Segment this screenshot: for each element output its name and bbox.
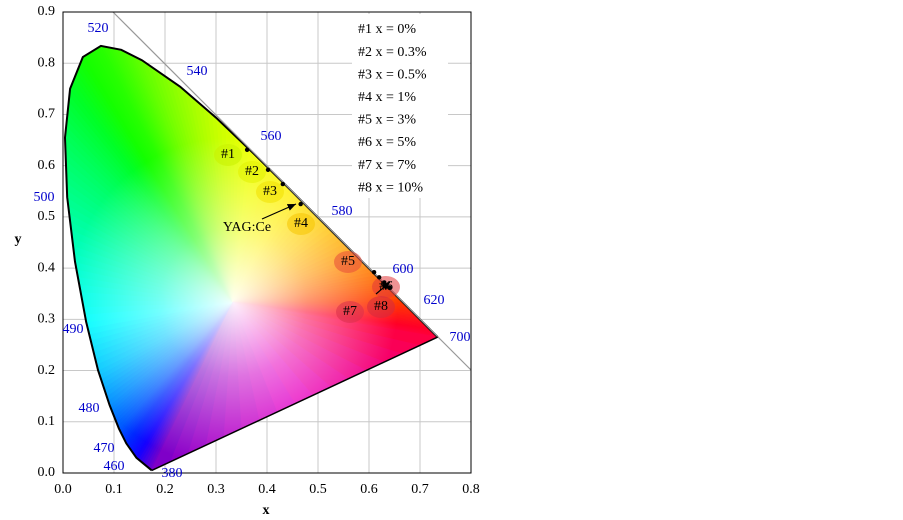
point-label: #4 — [294, 216, 308, 231]
label-blob — [367, 296, 395, 318]
diagonal-line — [112, 11, 472, 371]
y-tick-label: 0.9 — [38, 4, 56, 19]
wavelength-label: 620 — [424, 293, 445, 308]
label-blob — [287, 213, 315, 235]
legend-entry: #5 x = 3% — [358, 113, 416, 128]
data-point — [377, 275, 382, 280]
data-point — [387, 285, 392, 290]
wavelength-label: 580 — [332, 204, 353, 219]
label-blob — [336, 301, 364, 323]
data-point — [371, 270, 377, 275]
plot-frame — [62, 11, 472, 474]
legend-entry: #1 x = 0% — [358, 22, 416, 37]
y-tick-label: 0.2 — [38, 363, 56, 378]
legend-entry: #2 x = 0.3% — [358, 45, 427, 60]
y-axis-title: y — [15, 232, 22, 247]
x-tick-label: 0.2 — [156, 482, 174, 497]
x-tick-label: 0.4 — [258, 482, 276, 497]
x-tick-label: 0.8 — [462, 482, 480, 497]
label-blob — [238, 161, 266, 183]
data-point — [280, 181, 286, 187]
wavelength-label: 700 — [450, 330, 471, 345]
wavelength-label: 460 — [104, 459, 125, 474]
data-point — [298, 201, 303, 207]
x-tick-label: 0.1 — [105, 482, 123, 497]
point-label: #3 — [263, 184, 277, 199]
y-tick-label: 0.6 — [38, 158, 56, 173]
y-tick-label: 0.3 — [38, 312, 56, 327]
data-point — [265, 167, 271, 172]
legend-box — [352, 14, 448, 198]
wavelength-label: 480 — [79, 401, 100, 416]
point-label: #7 — [343, 304, 357, 319]
x-tick-label: 0.5 — [309, 482, 327, 497]
wavelength-label: 500 — [34, 190, 55, 205]
x-tick-label: 0.3 — [207, 482, 225, 497]
wavelength-label: 380 — [162, 466, 183, 481]
y-tick-label: 0.7 — [38, 107, 56, 122]
wavelength-label: 560 — [261, 129, 282, 144]
wavelength-label: 600 — [393, 262, 414, 277]
wavelength-label: 470 — [94, 441, 115, 456]
x-tick-label: 0.7 — [411, 482, 429, 497]
legend-entry: #3 x = 0.5% — [358, 67, 427, 82]
x-axis-title: x — [263, 503, 270, 518]
y-tick-label: 0.1 — [38, 414, 56, 429]
purple-line — [151, 336, 439, 472]
legend-entry: #8 x = 10% — [358, 180, 423, 195]
wavelength-label: 490 — [63, 322, 84, 337]
point-label: #8 — [374, 299, 388, 314]
y-tick-label: 0.4 — [38, 260, 56, 275]
label-blob — [256, 181, 284, 203]
point-label: #5 — [341, 254, 355, 269]
annotation-arrow — [261, 203, 297, 220]
label-blob — [334, 251, 362, 273]
legend-entry: #7 x = 7% — [358, 158, 416, 173]
data-point — [244, 147, 250, 152]
x-tick-label: 0.0 — [54, 482, 72, 497]
point-label: #2 — [245, 164, 259, 179]
legend-entry: #4 x = 1% — [358, 90, 416, 105]
overlay: 0.0 0.1 0.2 0.3 0.4 0.5 0.6 0.7 0.8 0.0 0.1 0.2 0.3 0… — [34, 4, 480, 497]
label-blob — [214, 144, 242, 166]
x-tick-label: 0.6 — [360, 482, 378, 497]
annotation-arrow — [375, 281, 391, 295]
annotation: YAG:Ce — [223, 220, 271, 235]
wavelength-label: 520 — [88, 21, 109, 36]
legend-entry: #6 x = 5% — [358, 135, 416, 150]
point-label: #1 — [221, 147, 235, 162]
y-tick-label: 0.8 — [38, 55, 56, 70]
data-point — [382, 280, 387, 285]
y-tick-label: 0.0 — [38, 465, 56, 480]
wavelength-label: 540 — [187, 64, 208, 79]
y-tick-label: 0.5 — [38, 209, 56, 224]
